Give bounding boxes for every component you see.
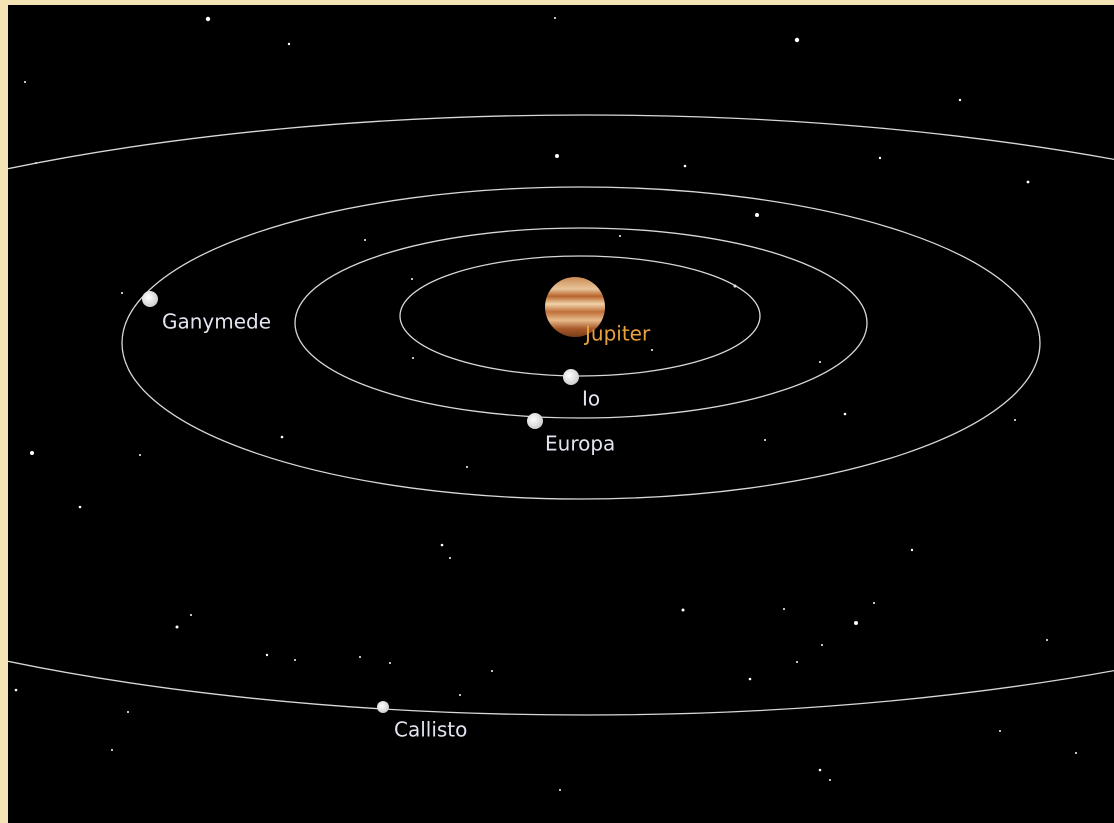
star: [1027, 181, 1030, 184]
star: [111, 749, 113, 751]
star: [466, 466, 468, 468]
jupiter-label: Jupiter: [583, 322, 651, 346]
star: [190, 614, 192, 616]
star: [999, 730, 1001, 732]
orbit-diagram: Jupiter Io Europa Ganymede Callisto: [8, 5, 1114, 823]
star: [449, 557, 451, 559]
star: [911, 549, 913, 551]
star: [266, 654, 268, 656]
star: [854, 621, 858, 625]
star: [555, 154, 559, 158]
star: [1075, 752, 1077, 754]
europa-moon: [527, 413, 543, 429]
star: [206, 17, 210, 21]
star: [959, 99, 961, 101]
star: [764, 439, 766, 441]
star: [24, 81, 26, 83]
star: [288, 43, 290, 45]
star: [121, 292, 123, 294]
star: [411, 278, 413, 280]
callisto-moon: [377, 701, 389, 713]
star: [554, 17, 556, 19]
star: [127, 711, 129, 713]
star: [684, 165, 687, 168]
star: [755, 213, 759, 217]
star: [281, 436, 284, 439]
star: [651, 349, 653, 351]
star: [873, 602, 875, 604]
star: [441, 544, 444, 547]
star: [682, 609, 685, 612]
star: [821, 644, 823, 646]
star: [749, 678, 752, 681]
star: [364, 239, 366, 241]
star: [491, 670, 493, 672]
star: [783, 608, 785, 610]
star: [79, 506, 82, 509]
star: [1046, 639, 1048, 641]
star: [1014, 419, 1016, 421]
star: [176, 626, 179, 629]
star: [412, 357, 414, 359]
star: [619, 235, 621, 237]
io-moon: [563, 369, 579, 385]
star: [389, 662, 391, 664]
star: [15, 689, 18, 692]
star: [819, 769, 822, 772]
star: [294, 659, 296, 661]
io-label: Io: [582, 387, 600, 411]
europa-label: Europa: [545, 432, 615, 456]
star: [359, 656, 361, 658]
callisto-label: Callisto: [394, 718, 467, 742]
page: Jupiter Io Europa Ganymede Callisto: [0, 0, 1114, 823]
star: [819, 361, 821, 363]
star: [879, 157, 881, 159]
ganymede-label: Ganymede: [162, 310, 271, 334]
star: [139, 454, 141, 456]
star: [30, 451, 34, 455]
star: [844, 413, 847, 416]
star: [795, 38, 799, 42]
star: [459, 694, 461, 696]
star: [796, 661, 798, 663]
star: [829, 779, 831, 781]
space-background: [8, 5, 1114, 823]
ganymede-moon: [142, 291, 158, 307]
star: [559, 789, 561, 791]
